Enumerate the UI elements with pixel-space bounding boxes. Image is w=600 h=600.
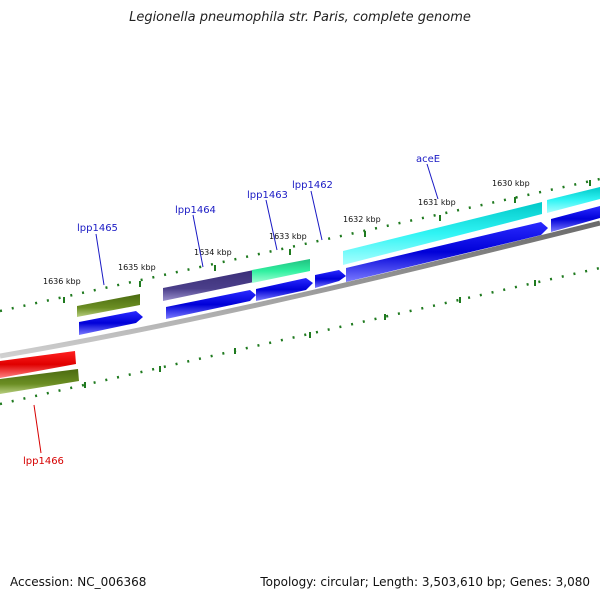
scale-label: 1633 kbp [269,232,307,241]
scale-label: 1630 kbp [492,179,530,188]
cds-arrow-lpp1464[interactable] [166,290,256,319]
cds-arrow-lpp1462[interactable] [315,270,346,288]
gene-label-lpp1464[interactable]: lpp1464 [175,205,216,216]
gene-labels: aceE lpp1462 lpp1463 lpp1464 lpp1465 lpp… [23,154,440,467]
gene-label-lpp1463[interactable]: lpp1463 [247,190,288,201]
accession-value: NC_006368 [77,575,147,589]
gene-feature-lpp1464[interactable] [163,270,254,301]
gene-label-lpp1466[interactable]: lpp1466 [23,456,64,467]
label-leader-lpp1462 [310,190,323,241]
label-leader-lpp1463 [265,199,278,251]
label-leader-lpp1466 [33,404,42,454]
accession-label: Accession: [10,575,74,589]
topology-info: Topology: circular; Length: 3,503,610 bp… [260,575,590,589]
gene-label-lpp1462[interactable]: lpp1462 [292,180,333,191]
genome-title: Legionella pneumophila str. Paris, compl… [129,10,471,25]
cds-arrow-lpp1465[interactable] [79,311,143,335]
lower-tick-track [0,266,600,406]
gene-feature-aceE-cont[interactable] [547,187,600,213]
gene-feature-lpp1466[interactable] [0,351,76,378]
upper-tick-track [0,177,600,313]
gene-feature-lpp1463[interactable] [252,259,310,283]
label-leader-aceE [426,163,439,200]
cds-arrow-lpp1463[interactable] [256,278,313,301]
inner-feature-track [79,206,600,335]
scale-label: 1635 kbp [118,263,156,272]
gene-feature-lpp1465[interactable] [77,294,140,317]
label-leader-lpp1464 [192,214,204,268]
gene-label-aceE[interactable]: aceE [416,154,440,165]
label-leader-lpp1465 [95,233,105,286]
scale-label: 1636 kbp [43,277,81,286]
scale-label: 1632 kbp [343,215,381,224]
gene-label-lpp1465[interactable]: lpp1465 [77,223,118,234]
reverse-feature-track [0,351,79,394]
genome-backbone [0,220,600,359]
scale-label: 1634 kbp [194,248,232,257]
cds-arrow-next[interactable] [551,206,600,232]
cds-feature-lpp1466[interactable] [0,369,79,394]
gene-feature-aceE[interactable] [343,202,542,265]
outer-feature-track [77,187,600,317]
cds-arrow-aceE[interactable] [346,222,548,282]
accession-info: Accession: NC_006368 [10,575,146,589]
scale-label: 1631 kbp [418,198,456,207]
